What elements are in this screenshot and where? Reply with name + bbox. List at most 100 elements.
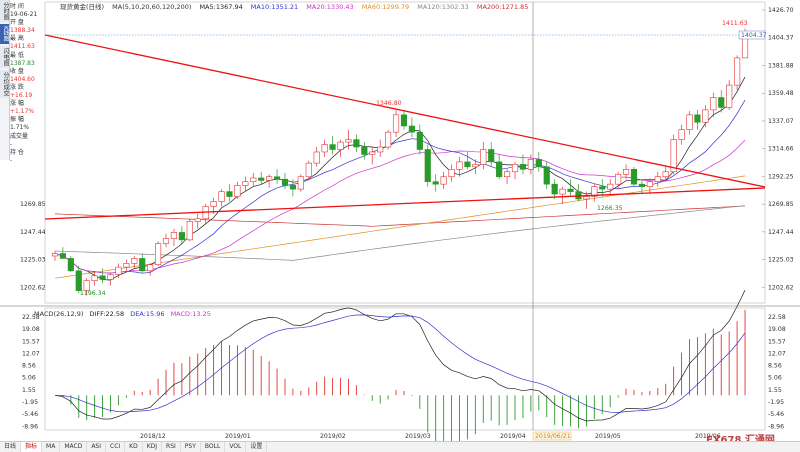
price-axis-label: 1314.66	[768, 146, 794, 153]
indicator-tab-psy[interactable]: PSY	[181, 442, 201, 452]
candle-body	[464, 161, 471, 168]
annotation-mid-high: 1346.80	[376, 100, 402, 107]
info-label: 最 低	[10, 51, 24, 59]
candle-body	[321, 144, 328, 153]
candle-body	[424, 149, 431, 182]
candle-body	[734, 57, 741, 86]
macd-axis-label-left: -8.96	[22, 423, 38, 430]
price-axis-label: 1202.62	[768, 284, 794, 291]
price-axis-label: 1247.44	[768, 229, 794, 236]
price-axis-label: 1225.03	[768, 257, 794, 264]
candle-body	[654, 176, 661, 182]
candle-body	[155, 243, 162, 265]
sidebar-tab-3[interactable]: 分价成交	[0, 69, 9, 98]
candle-body	[615, 173, 622, 185]
macd-pane-frame	[44, 307, 766, 431]
candle-body	[480, 149, 487, 165]
candle-body	[718, 97, 725, 108]
candle-body	[170, 232, 178, 239]
candle-body	[289, 185, 296, 190]
macd-axis-label: 8.56	[768, 363, 782, 370]
indicator-tab-boll[interactable]: BOLL	[201, 442, 226, 452]
macd-axis-label-left: 19.08	[22, 326, 40, 333]
candle-body	[646, 181, 653, 187]
candle-body	[345, 139, 352, 143]
candle-body	[519, 164, 527, 170]
info-value: 1404.60	[10, 75, 35, 83]
info-value: +1.17%	[10, 108, 35, 116]
indicator-tab-kd[interactable]: KD	[125, 442, 143, 452]
candle-body	[432, 181, 439, 185]
ma-line-4	[54, 100, 746, 274]
sidebar-tab-1[interactable]: K线图	[0, 24, 9, 44]
candle-body	[488, 149, 495, 163]
macd-axis-label: 12.07	[768, 350, 786, 357]
indicator-tab-kdj[interactable]: KDJ	[143, 442, 163, 452]
ma-line-0	[54, 205, 746, 227]
macd-diff-line	[54, 290, 746, 422]
candle-body	[551, 183, 558, 195]
candle-body	[147, 264, 154, 272]
info-value: 1.71%	[10, 124, 30, 132]
macd-axis-label-left: 15.57	[22, 338, 40, 345]
indicator-tab-ma[interactable]: MA	[42, 442, 61, 452]
info-label: 时 间	[10, 3, 24, 10]
candle-body	[123, 263, 130, 268]
candle-body	[186, 221, 193, 241]
info-label: 收 盘	[10, 67, 24, 75]
info-value: -	[10, 140, 13, 148]
sidebar-tab-2[interactable]: 闪电图	[0, 45, 9, 68]
candle-body	[377, 146, 384, 153]
candle-body	[250, 177, 257, 182]
candle-body	[59, 253, 66, 259]
candle-body	[607, 183, 614, 190]
indicator-tab-日线[interactable]: 日线	[0, 442, 22, 452]
candle-body	[710, 97, 717, 111]
trendline-ascending	[44, 187, 766, 220]
annotation-high: 1411.63	[722, 20, 748, 27]
info-value: 19-06-21	[10, 11, 38, 19]
candle-body	[353, 139, 360, 148]
left-price-label: 1247.44	[20, 229, 46, 236]
annotation-low: 1196.34	[80, 290, 106, 297]
indicator-tab-rsi[interactable]: RSI	[162, 442, 181, 452]
macd-axis-label: 5.06	[768, 375, 782, 382]
candle-body	[210, 201, 217, 207]
current-price-tag: 1404.37	[741, 32, 767, 39]
macd-axis-label-left: 12.07	[22, 350, 40, 357]
candle-body	[75, 270, 82, 291]
indicator-tab-cci[interactable]: CCI	[106, 442, 126, 452]
ma20-value: MA20:1330.43	[306, 3, 354, 11]
info-label: 涨 跌	[10, 83, 24, 91]
ma60-value: MA60:1299.79	[361, 3, 410, 11]
candle-body	[361, 146, 368, 155]
indicator-tab-macd[interactable]: MACD	[60, 442, 88, 452]
candle-body	[741, 37, 749, 59]
macd-axis-label: 15.57	[768, 338, 786, 345]
macd-axis-label-left: 8.56	[22, 363, 36, 370]
candle-body	[83, 280, 90, 291]
indicator-tab-asi[interactable]: ASI	[87, 442, 106, 452]
sidebar-tab-0[interactable]: 分时图	[0, 0, 9, 22]
annotation-mid-low: 1266.35	[597, 205, 623, 212]
candle-body	[369, 151, 376, 155]
macd-axis-label-left: -1.95	[22, 399, 38, 406]
candle-body	[329, 144, 336, 150]
candle-body	[258, 177, 265, 181]
date-label: 2019/03	[405, 433, 431, 440]
candle-body	[686, 114, 693, 131]
info-value: 1411.63	[10, 43, 35, 51]
info-label: 振 幅	[10, 116, 24, 124]
indicator-tab-指标[interactable]: 指标	[21, 442, 43, 452]
price-pane-frame	[44, 1, 766, 304]
indicator-tab-vol[interactable]: VOL	[225, 442, 247, 452]
candle-body	[139, 258, 146, 272]
crosshair-date-box	[532, 431, 572, 441]
candle-body	[408, 125, 415, 133]
macd-dea: DEA:15.96	[130, 310, 165, 318]
indicator-tab-设置[interactable]: 设置	[246, 442, 268, 452]
left-price-label: 1202.62	[20, 284, 46, 291]
sidebar-tabs: 分时图 K线图 闪电图 分价成交	[0, 0, 10, 160]
macd-name: MACD(26,12,9)	[34, 310, 84, 318]
